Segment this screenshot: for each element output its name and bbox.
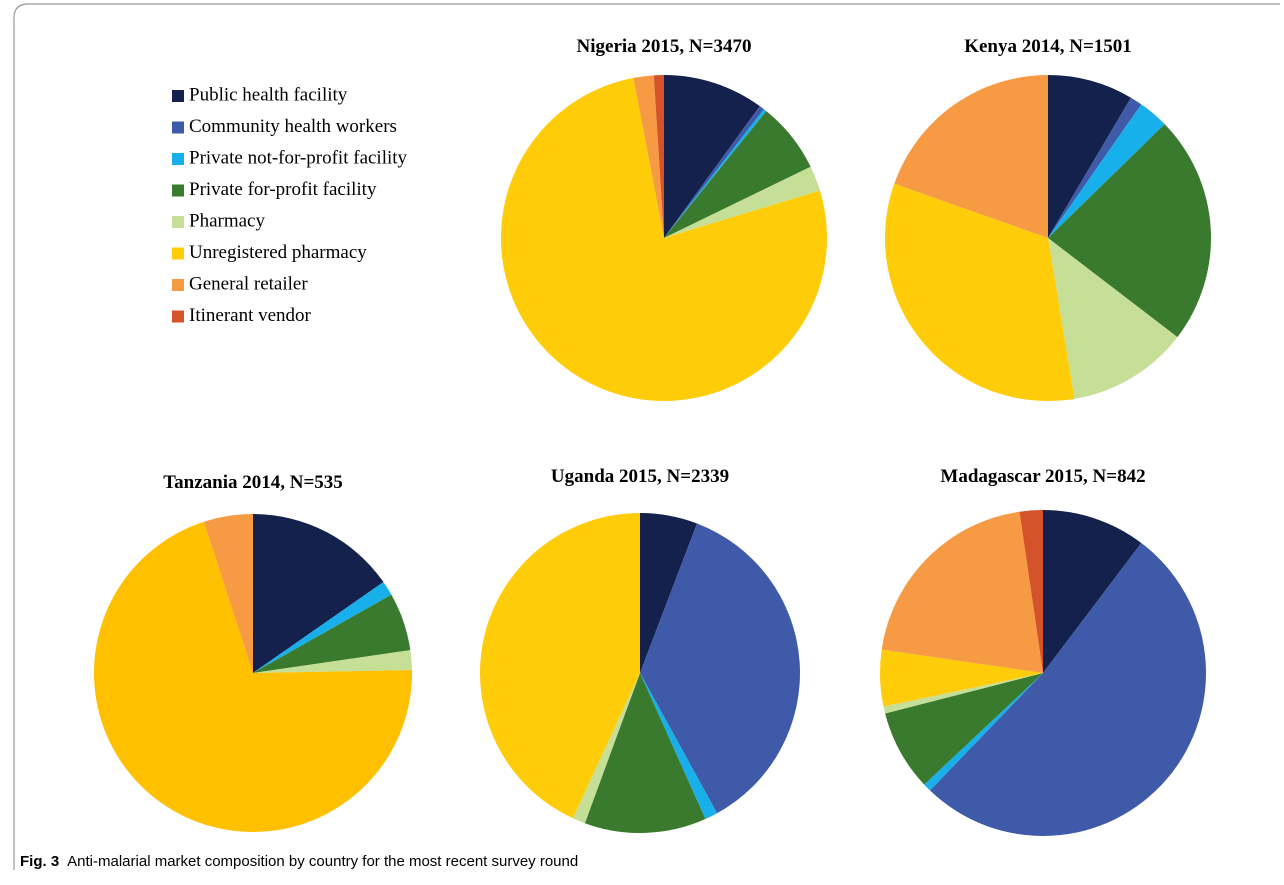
legend-label: Private not-for-profit facility: [189, 147, 408, 168]
pie-slice: [93, 521, 412, 832]
pie-slice: [253, 594, 411, 673]
legend-label: Pharmacy: [189, 210, 265, 231]
pie-slice: [885, 673, 1043, 785]
legend-label: Itinerant vendor: [189, 305, 312, 326]
legend-swatch: [172, 121, 184, 134]
pie-title: Uganda 2015, N=2339: [551, 466, 729, 487]
frame: [13, 3, 1280, 870]
caption-text: Anti-malarial market composition by coun…: [67, 853, 578, 870]
pie-slice: [880, 649, 1043, 707]
pie-slice: [1019, 510, 1043, 673]
legend-label: Private for-profit facility: [189, 179, 377, 200]
legend-swatch: [172, 216, 184, 228]
pie-slice: [640, 513, 698, 673]
pie-slice: [1048, 97, 1142, 238]
caption: Fig. 3 Anti-malarial market composition b…: [20, 853, 578, 870]
pie-title: Nigeria 2015, N=3470: [577, 36, 752, 57]
pie-slice: [653, 75, 664, 238]
pie-slice: [1048, 75, 1131, 238]
legend-label: Public health facility: [189, 84, 348, 105]
pie-slice: [664, 75, 760, 238]
pie-title: Kenya 2014, N=1501: [964, 36, 1132, 57]
pie-slice: [881, 511, 1043, 673]
pie-slice: [664, 166, 820, 238]
pie-slice: [479, 513, 640, 819]
pie-slice: [1048, 104, 1165, 238]
pie-slice: [885, 183, 1075, 401]
pie-slice: [584, 673, 706, 834]
pie-slice: [253, 650, 412, 673]
pie-slice: [883, 673, 1043, 714]
legend-swatch: [172, 153, 184, 165]
caption-label: Fig. 3: [20, 853, 59, 870]
pie-title: Madagascar 2015, N=842: [940, 466, 1145, 487]
pie-slice: [664, 111, 811, 238]
pie-slice: [572, 673, 640, 824]
pie-slice: [664, 109, 767, 238]
legend-label: Community health workers: [189, 116, 397, 137]
pie-slice: [894, 74, 1048, 238]
pie-slice: [500, 77, 827, 402]
pie-slice: [640, 523, 800, 814]
pie-slice: [1048, 124, 1211, 338]
pie-slice: [640, 673, 718, 820]
legend-label: General retailer: [189, 273, 308, 294]
pie-slice: [203, 514, 253, 673]
legend-swatch: [172, 279, 184, 291]
pie-title: Tanzania 2014, N=535: [163, 472, 343, 493]
pie-slice: [924, 673, 1043, 791]
pie-slice: [1043, 510, 1142, 673]
legend-swatch: [172, 247, 184, 260]
pie-slice: [664, 106, 764, 239]
pie-slice: [253, 581, 392, 673]
legend-swatch: [172, 310, 184, 323]
legend-swatch: [172, 90, 184, 102]
legend-label: Unregistered pharmacy: [189, 242, 367, 263]
legend-swatch: [172, 184, 184, 197]
pie-slice: [253, 514, 384, 673]
pie-slice: [633, 75, 664, 238]
pie-slice: [929, 542, 1206, 836]
pie-slice: [1048, 238, 1178, 399]
